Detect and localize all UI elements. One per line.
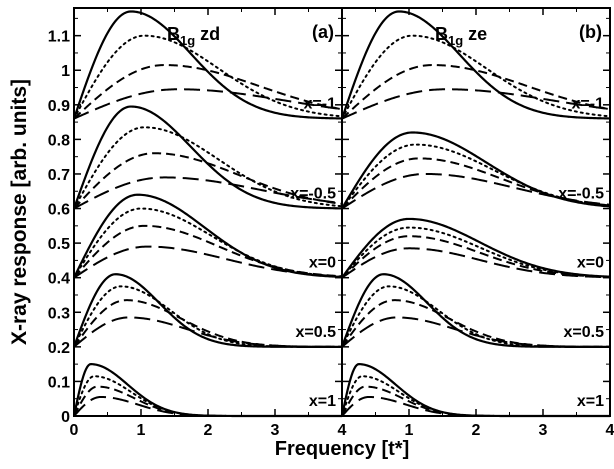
- x-tick-label: 0: [70, 422, 79, 439]
- curve-a-x0.5-dashed: [73, 299, 343, 348]
- x-tick-label: 4: [606, 422, 614, 439]
- curve-b-x0-dashed: [341, 235, 611, 279]
- curve-b-x-0.5-long-dashed: [341, 172, 611, 210]
- x-tick-label: 1: [405, 422, 414, 439]
- curve-b-x-1-dotted: [341, 34, 611, 120]
- curve-set-label: x=1: [309, 393, 336, 410]
- ticks-layer: [73, 8, 611, 417]
- curve-set-label: x=1: [577, 393, 604, 410]
- x-tick-label: 2: [472, 422, 481, 439]
- curve-b-x-1-dashed: [341, 64, 611, 120]
- x-tick-label: 4: [338, 422, 347, 439]
- labels-layer: 0 0.1 0.2 0.3 0.4 0.5 0.6 0.7 0.8 0.9 1 1.1 0 1 2 3 4 1 2 3…: [48, 22, 614, 439]
- panel-symmetry-label: B1g zd: [167, 24, 220, 48]
- y-tick-label: 0.5: [48, 236, 70, 253]
- panel-b-frame: [341, 7, 611, 417]
- y-tick-label: 0.8: [48, 132, 70, 149]
- curve-a-x-0.5-dotted: [73, 126, 343, 210]
- curve-a-x-1-long-dashed: [73, 88, 343, 120]
- curve-set-label: x=-1: [572, 96, 605, 113]
- curve-a-x0-long-dashed: [73, 245, 343, 279]
- curve-a-x0.5-long-dashed: [73, 316, 343, 348]
- y-axis-label: X-ray response [arb. units]: [8, 79, 31, 345]
- curve-set-label: x=0: [309, 255, 336, 272]
- curve-a-x-1-dotted: [73, 34, 343, 120]
- curve-a-x-0.5-dashed: [73, 152, 343, 210]
- x-tick-label: 1: [137, 422, 146, 439]
- y-tick-label: 0.3: [48, 305, 70, 322]
- x-tick-label: 2: [204, 422, 213, 439]
- curve-a-x-1-dashed: [73, 64, 343, 120]
- y-tick-label: 1: [61, 63, 70, 80]
- curve-b-x0.5-long-dashed: [341, 316, 611, 348]
- y-tick-label: 0.1: [48, 374, 70, 391]
- panel-symmetry-label: B1g ze: [435, 24, 487, 48]
- y-tick-label: 0.7: [48, 167, 70, 184]
- curve-b-x-1-long-dashed: [341, 88, 611, 120]
- x-tick-label: 3: [271, 422, 280, 439]
- curve-set-label: x=0.5: [564, 324, 605, 341]
- panel-a-frame: [73, 7, 343, 417]
- curve-set-label: x=0: [577, 255, 604, 272]
- x-axis-label: Frequency [t*]: [275, 438, 409, 460]
- curve-a-x0-dotted: [73, 207, 343, 279]
- panel-tag: (a): [312, 22, 334, 42]
- x-tick-label: 3: [539, 422, 548, 439]
- curve-set-label: x=-1: [304, 96, 337, 113]
- curve-b-x0-solid: [341, 217, 611, 279]
- y-tick-label: 0.6: [48, 202, 70, 219]
- curve-b-x0-dotted: [341, 226, 611, 279]
- panel-tag: (b): [579, 22, 602, 42]
- curve-set-label: x=0.5: [296, 324, 337, 341]
- curve-b-x-1-solid: [340, 10, 611, 120]
- curve-set-label: x=-0.5: [290, 186, 336, 203]
- curve-a-x0-dashed: [73, 224, 343, 279]
- curve-b-x0.5-dashed: [341, 299, 611, 348]
- curve-a-x-0.5-long-dashed: [73, 176, 343, 210]
- curve-set-label: x=-0.5: [558, 186, 604, 203]
- y-tick-label: 0.9: [48, 98, 70, 115]
- curve-a-x-1-solid: [72, 10, 343, 120]
- y-tick-label: 0.4: [48, 271, 70, 288]
- curve-b-x0-long-dashed: [341, 247, 611, 279]
- y-tick-label: 0: [61, 409, 70, 426]
- y-tick-label: 0.2: [48, 340, 70, 357]
- y-tick-label: 1.1: [48, 29, 70, 46]
